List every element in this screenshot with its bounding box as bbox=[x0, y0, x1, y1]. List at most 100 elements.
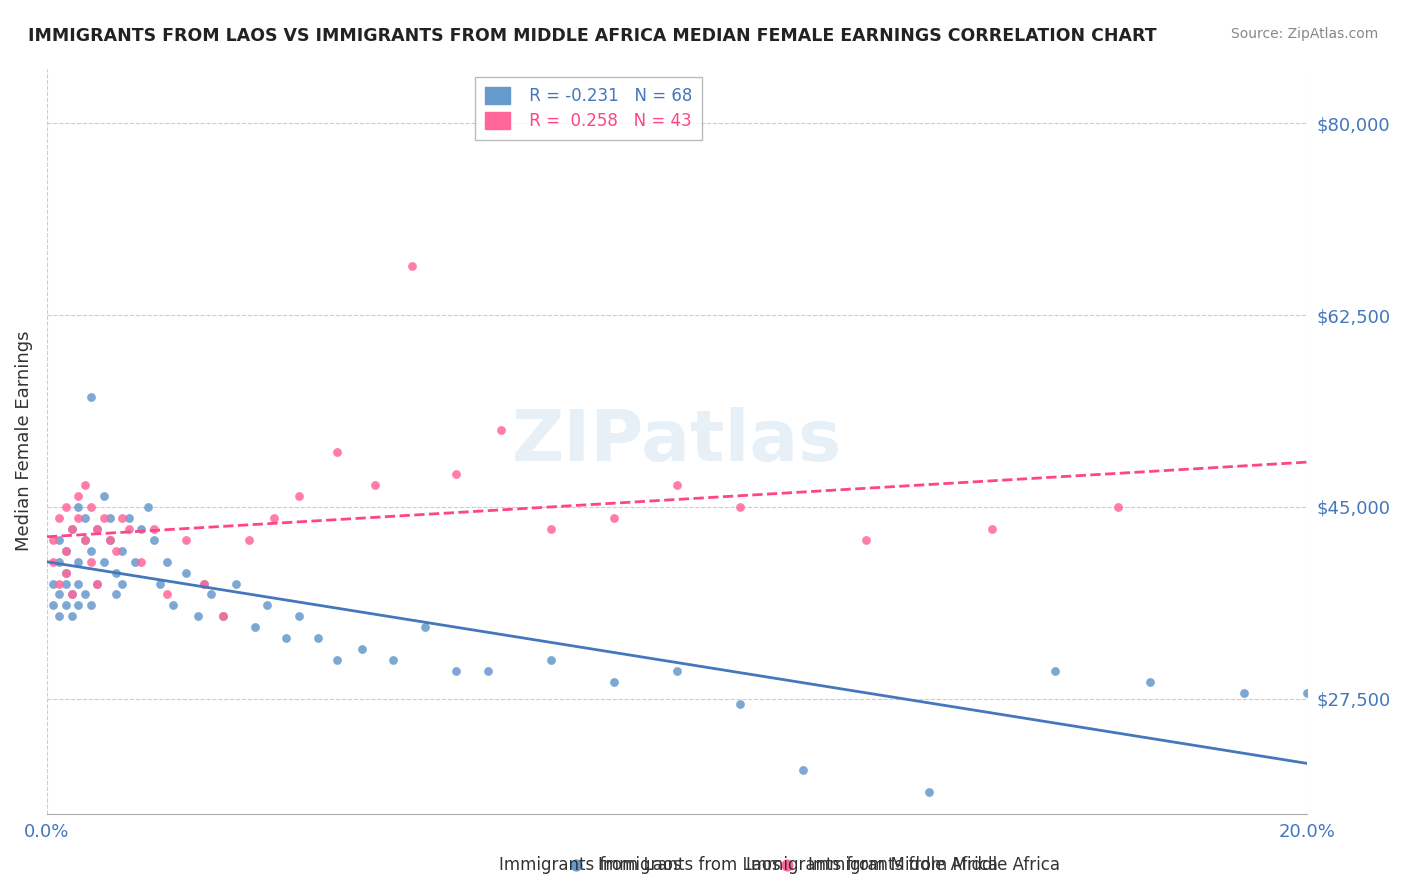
Point bbox=[67, 555, 90, 569]
Point bbox=[143, 533, 166, 547]
Point bbox=[193, 576, 215, 591]
Point bbox=[86, 576, 108, 591]
Point bbox=[73, 587, 96, 601]
Point bbox=[855, 533, 877, 547]
Point bbox=[200, 587, 222, 601]
Point bbox=[48, 555, 70, 569]
Point bbox=[174, 533, 197, 547]
Point bbox=[93, 555, 115, 569]
Text: ZIPatlas: ZIPatlas bbox=[512, 407, 842, 475]
Point bbox=[363, 478, 385, 492]
Point bbox=[105, 543, 128, 558]
Point bbox=[60, 609, 83, 624]
Point bbox=[446, 467, 468, 481]
Text: Source: ZipAtlas.com: Source: ZipAtlas.com bbox=[1230, 27, 1378, 41]
Point bbox=[48, 609, 70, 624]
Point bbox=[143, 522, 166, 536]
Point bbox=[55, 566, 77, 580]
Point bbox=[981, 522, 1004, 536]
Point bbox=[80, 543, 103, 558]
Point bbox=[48, 587, 70, 601]
Point bbox=[212, 609, 235, 624]
Point bbox=[540, 653, 562, 667]
Point bbox=[155, 555, 177, 569]
Point bbox=[80, 390, 103, 404]
Point bbox=[42, 555, 65, 569]
Point bbox=[93, 489, 115, 503]
Point bbox=[149, 576, 172, 591]
Point bbox=[80, 500, 103, 514]
Point bbox=[42, 533, 65, 547]
Point bbox=[1107, 500, 1129, 514]
Point bbox=[276, 632, 298, 646]
Point bbox=[131, 555, 153, 569]
Point bbox=[98, 510, 121, 524]
Point bbox=[60, 587, 83, 601]
Point bbox=[288, 489, 311, 503]
Point bbox=[263, 510, 285, 524]
Point bbox=[401, 259, 423, 273]
Point bbox=[55, 500, 77, 514]
Point bbox=[243, 620, 266, 634]
Point bbox=[98, 533, 121, 547]
Point bbox=[55, 576, 77, 591]
Point bbox=[67, 599, 90, 613]
Point bbox=[111, 576, 134, 591]
Point bbox=[212, 609, 235, 624]
Point bbox=[67, 510, 90, 524]
Point bbox=[55, 599, 77, 613]
Point bbox=[93, 510, 115, 524]
Point bbox=[105, 566, 128, 580]
Point bbox=[155, 587, 177, 601]
Point bbox=[48, 533, 70, 547]
Point bbox=[80, 599, 103, 613]
Point bbox=[86, 522, 108, 536]
Point bbox=[162, 599, 184, 613]
Point bbox=[124, 555, 146, 569]
Point bbox=[73, 533, 96, 547]
Point bbox=[60, 522, 83, 536]
Point bbox=[55, 543, 77, 558]
Point bbox=[288, 609, 311, 624]
Point bbox=[67, 500, 90, 514]
Point bbox=[60, 587, 83, 601]
Point bbox=[1296, 686, 1319, 700]
Point bbox=[131, 522, 153, 536]
Text: Immigrants from Middle Africa: Immigrants from Middle Africa bbox=[808, 856, 1060, 874]
Point bbox=[136, 500, 159, 514]
Point bbox=[382, 653, 405, 667]
Point bbox=[105, 587, 128, 601]
Point bbox=[446, 664, 468, 678]
Point bbox=[256, 599, 278, 613]
Point bbox=[174, 566, 197, 580]
Point bbox=[1139, 675, 1161, 690]
Point bbox=[67, 489, 90, 503]
Point bbox=[55, 566, 77, 580]
Point bbox=[728, 697, 751, 711]
Y-axis label: Median Female Earnings: Median Female Earnings bbox=[15, 331, 32, 551]
Point bbox=[42, 576, 65, 591]
Point bbox=[603, 675, 626, 690]
Point bbox=[792, 763, 814, 777]
Point bbox=[86, 576, 108, 591]
Point bbox=[67, 576, 90, 591]
Point bbox=[187, 609, 209, 624]
Point bbox=[118, 510, 141, 524]
Point bbox=[42, 599, 65, 613]
Text: Immigrants from Laos: Immigrants from Laos bbox=[598, 856, 780, 874]
Point bbox=[307, 632, 329, 646]
Point bbox=[238, 533, 260, 547]
Point bbox=[325, 653, 347, 667]
Text: IMMIGRANTS FROM LAOS VS IMMIGRANTS FROM MIDDLE AFRICA MEDIAN FEMALE EARNINGS COR: IMMIGRANTS FROM LAOS VS IMMIGRANTS FROM … bbox=[28, 27, 1157, 45]
Point bbox=[98, 533, 121, 547]
Point bbox=[665, 664, 688, 678]
Point bbox=[413, 620, 436, 634]
Point bbox=[225, 576, 247, 591]
Point bbox=[111, 543, 134, 558]
Point bbox=[665, 478, 688, 492]
Legend:  R = -0.231   N = 68,  R =  0.258   N = 43: R = -0.231 N = 68, R = 0.258 N = 43 bbox=[475, 77, 702, 140]
Point bbox=[60, 522, 83, 536]
Text: Immigrants from Middle Africa: Immigrants from Middle Africa bbox=[745, 856, 998, 874]
Point bbox=[73, 510, 96, 524]
Point bbox=[55, 543, 77, 558]
